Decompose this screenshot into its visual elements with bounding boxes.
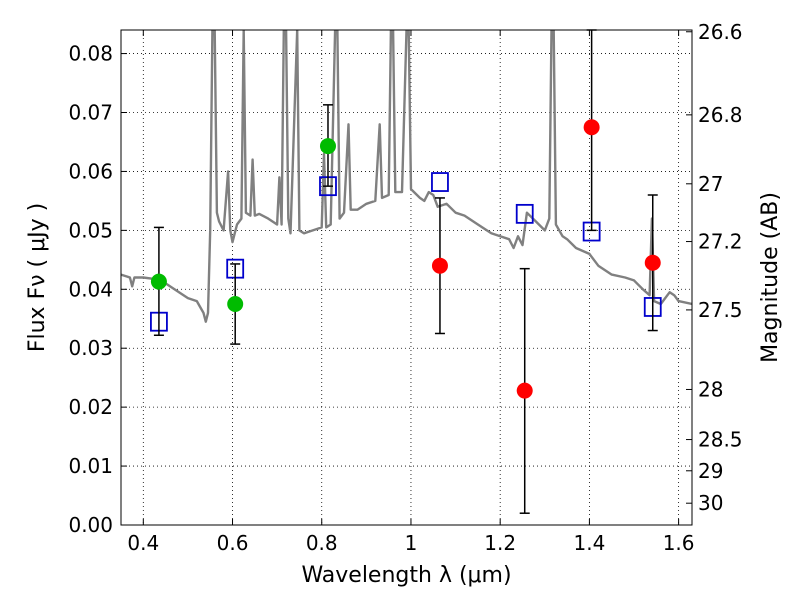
plot-frame bbox=[120, 29, 693, 526]
y2-tick-label: 28 bbox=[698, 377, 723, 401]
x-axis-label: Wavelength λ (μm) bbox=[301, 563, 511, 588]
y2-tick-label: 28.5 bbox=[698, 428, 743, 452]
y-tick-label: 0.07 bbox=[68, 101, 113, 125]
square-point bbox=[431, 172, 449, 192]
y-tick-label: 0.02 bbox=[68, 395, 113, 419]
grid bbox=[121, 30, 692, 526]
circle-point bbox=[150, 273, 167, 290]
y-axis-label: Flux Fν ( μJy ) bbox=[25, 203, 50, 352]
y2-tick-label: 27.5 bbox=[698, 298, 743, 322]
circle-point bbox=[227, 296, 244, 313]
circle-point bbox=[516, 382, 533, 399]
y2-tick-label: 27.2 bbox=[698, 230, 743, 254]
y2-tick-label: 26.6 bbox=[698, 20, 743, 44]
x-tick-label: 1 bbox=[405, 531, 418, 555]
x-tick-label: 0.4 bbox=[127, 531, 159, 555]
x-tick-label: 0.8 bbox=[306, 531, 338, 555]
y-tick-label: 0.00 bbox=[68, 513, 113, 537]
x-tick-label: 0.6 bbox=[217, 531, 249, 555]
model-spectrum bbox=[121, 30, 692, 323]
y2-axis-label: Magnitude (AB) bbox=[758, 192, 783, 363]
square-point bbox=[515, 203, 534, 224]
y-tick-label: 0.01 bbox=[68, 454, 113, 478]
y-tick-label: 0.05 bbox=[68, 218, 113, 242]
x-tick-label: 1.6 bbox=[663, 531, 695, 555]
y2-tick-label: 29 bbox=[698, 459, 723, 483]
y-tick-label: 0.08 bbox=[68, 42, 113, 66]
circle-point bbox=[583, 119, 600, 136]
data-points bbox=[150, 29, 662, 514]
x-tick-label: 1.2 bbox=[484, 531, 516, 555]
circle-point bbox=[644, 254, 661, 271]
y2-tick-label: 27 bbox=[698, 172, 723, 196]
circle-point bbox=[431, 257, 448, 274]
x-tick-label: 1.4 bbox=[573, 531, 605, 555]
axis-ticks: 0.4 0.6 0.8 1 1.2 1.4 1.6 0.00 0.01 0.02 0.03 0.04 0… bbox=[68, 20, 742, 555]
circle-point bbox=[319, 138, 336, 155]
y-tick-label: 0.03 bbox=[68, 336, 113, 360]
y2-tick-label: 30 bbox=[698, 491, 723, 515]
y-tick-label: 0.04 bbox=[68, 277, 113, 301]
model-spectrum-line bbox=[121, 30, 692, 323]
y2-tick-label: 26.8 bbox=[698, 103, 743, 127]
y-tick-label: 0.06 bbox=[68, 159, 113, 183]
